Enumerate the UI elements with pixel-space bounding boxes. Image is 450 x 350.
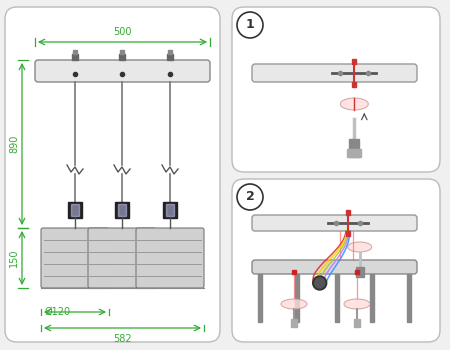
Ellipse shape — [344, 299, 370, 309]
Bar — [166, 204, 174, 216]
FancyBboxPatch shape — [136, 228, 204, 288]
FancyBboxPatch shape — [5, 7, 220, 342]
Ellipse shape — [340, 98, 368, 110]
Circle shape — [237, 184, 263, 210]
Bar — [295, 274, 299, 322]
Text: 150: 150 — [9, 249, 19, 267]
Circle shape — [315, 278, 325, 288]
Bar — [68, 202, 82, 218]
Ellipse shape — [348, 242, 372, 252]
FancyBboxPatch shape — [232, 179, 440, 342]
Bar — [335, 274, 339, 322]
Bar — [258, 274, 262, 322]
Circle shape — [313, 276, 327, 290]
Bar — [163, 202, 177, 218]
Bar — [346, 231, 350, 236]
Bar — [356, 267, 364, 277]
FancyBboxPatch shape — [252, 64, 417, 82]
Circle shape — [237, 12, 263, 38]
FancyBboxPatch shape — [232, 7, 440, 172]
Bar — [71, 204, 79, 216]
Text: 890: 890 — [9, 135, 19, 153]
Text: 2: 2 — [246, 190, 254, 203]
Bar — [72, 54, 78, 60]
Bar — [168, 50, 172, 54]
FancyBboxPatch shape — [252, 215, 417, 231]
Bar — [118, 204, 126, 216]
Text: 1: 1 — [246, 19, 254, 32]
Bar — [167, 54, 173, 60]
Bar — [354, 319, 360, 327]
Text: 500: 500 — [113, 27, 131, 37]
Bar — [73, 50, 77, 54]
Bar — [352, 59, 356, 64]
Bar — [115, 202, 129, 218]
FancyBboxPatch shape — [88, 228, 156, 288]
Bar — [291, 319, 297, 327]
FancyBboxPatch shape — [41, 228, 109, 288]
Bar — [120, 50, 124, 54]
Bar — [347, 149, 361, 157]
Bar — [407, 274, 411, 322]
Ellipse shape — [281, 299, 307, 309]
FancyBboxPatch shape — [252, 260, 417, 274]
Text: 582: 582 — [113, 334, 132, 344]
Bar — [352, 82, 356, 87]
Bar — [370, 274, 374, 322]
Bar — [346, 210, 350, 215]
Bar — [349, 139, 359, 157]
Text: Ø120: Ø120 — [45, 307, 71, 317]
FancyBboxPatch shape — [35, 60, 210, 82]
Bar — [119, 54, 125, 60]
